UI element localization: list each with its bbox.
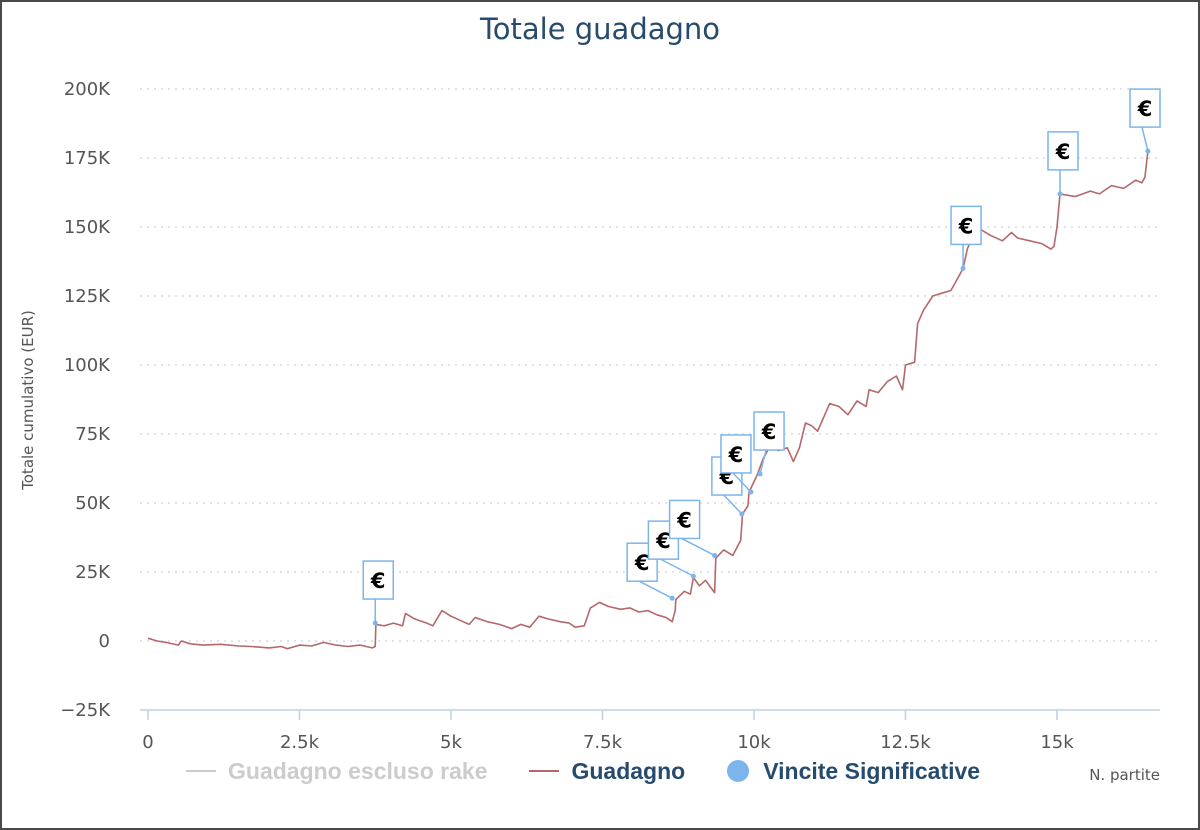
flag-marker: € xyxy=(362,560,394,626)
flag-marker: € xyxy=(1047,131,1079,197)
flag-label: € xyxy=(1055,140,1071,164)
legend-item-guadagno-escluso-rake[interactable]: Guadagno escluso rake xyxy=(186,758,487,785)
y-axis-label: Totale cumulativo (EUR) xyxy=(19,310,37,491)
x-tick-label: 12.5k xyxy=(880,732,931,753)
flag-point xyxy=(960,265,966,271)
flag-point xyxy=(757,471,763,477)
flag-box xyxy=(1047,131,1079,171)
legend-label: Guadagno escluso rake xyxy=(228,757,488,784)
flag-label: € xyxy=(1137,97,1153,121)
legend-item-vincite-significative[interactable]: Vincite Significative xyxy=(727,758,980,785)
y-tick-label: 75K xyxy=(75,424,111,445)
flag-point xyxy=(748,489,754,495)
flag-connector xyxy=(723,494,743,515)
flag-connector xyxy=(660,558,694,577)
flag-point xyxy=(690,573,696,579)
flag-box xyxy=(1129,88,1161,128)
legend: Guadagno escluso rake Guadagno Vincite S… xyxy=(186,754,1022,788)
y-tick-label: 25K xyxy=(75,562,111,583)
grid-layer xyxy=(140,88,1160,642)
flag-box xyxy=(668,499,701,540)
flag-connector xyxy=(759,449,767,475)
x-tick-label: 7.5k xyxy=(583,732,623,753)
y-tick-label: −25K xyxy=(60,700,111,721)
flag-point xyxy=(372,620,378,626)
y-tick-label: 150K xyxy=(64,217,111,238)
flag-marker: € xyxy=(1129,88,1161,154)
flag-connector xyxy=(681,537,715,557)
legend-line-swatch xyxy=(186,770,216,772)
legend-label: Guadagno xyxy=(571,757,686,784)
x-axis-label: N. partite xyxy=(1089,766,1160,784)
flag-marker: € xyxy=(626,542,675,601)
flag-box xyxy=(720,434,752,474)
y-tick-label: 100K xyxy=(64,355,111,376)
x-tick-label: 10k xyxy=(737,732,771,753)
flag-layer: €€€€€€€€€€ xyxy=(362,88,1161,626)
x-tick-label: 2.5k xyxy=(280,732,320,753)
flag-label: € xyxy=(761,420,777,444)
x-tick-label: 5k xyxy=(440,732,462,753)
y-tick-label: 50K xyxy=(75,493,111,514)
flag-label: € xyxy=(728,443,744,467)
legend-line-swatch xyxy=(529,770,560,772)
axis-layer: −25K 0 25K 50K 75K 100K 125K 150K 175K 200K 0 2.5k 5… xyxy=(60,79,1160,753)
flag-box xyxy=(950,205,982,246)
flag-point xyxy=(669,595,675,601)
flag-marker: € xyxy=(720,434,754,495)
flag-connector xyxy=(1141,126,1149,152)
flag-label: € xyxy=(958,214,974,238)
flag-point xyxy=(712,552,718,558)
x-tick-label: 0 xyxy=(142,732,153,753)
y-tick-label: 200K xyxy=(64,79,111,100)
flag-label: € xyxy=(676,508,692,532)
flag-label: € xyxy=(655,529,671,553)
flag-label: € xyxy=(634,551,650,575)
y-tick-label: 125K xyxy=(64,286,111,307)
y-tick-label: 0 xyxy=(99,631,110,652)
legend-dot-swatch xyxy=(727,760,750,782)
legend-label: Vincite Significative xyxy=(763,757,981,784)
flag-marker: € xyxy=(753,411,785,477)
flag-point xyxy=(1145,148,1151,154)
flag-label: € xyxy=(370,569,386,593)
chart-title: Totale guadagno xyxy=(479,12,721,46)
flag-marker: € xyxy=(668,499,718,558)
flag-point xyxy=(739,511,745,517)
flag-box xyxy=(753,411,785,451)
flag-marker: € xyxy=(950,205,982,271)
legend-item-guadagno[interactable]: Guadagno xyxy=(529,758,685,785)
y-tick-label: 175K xyxy=(64,148,111,169)
flag-box xyxy=(362,560,394,600)
flag-connector xyxy=(732,472,752,493)
x-tick-label: 15k xyxy=(1040,732,1074,753)
flag-point xyxy=(1057,191,1063,197)
flag-box xyxy=(626,542,658,582)
flag-connector xyxy=(638,580,673,599)
